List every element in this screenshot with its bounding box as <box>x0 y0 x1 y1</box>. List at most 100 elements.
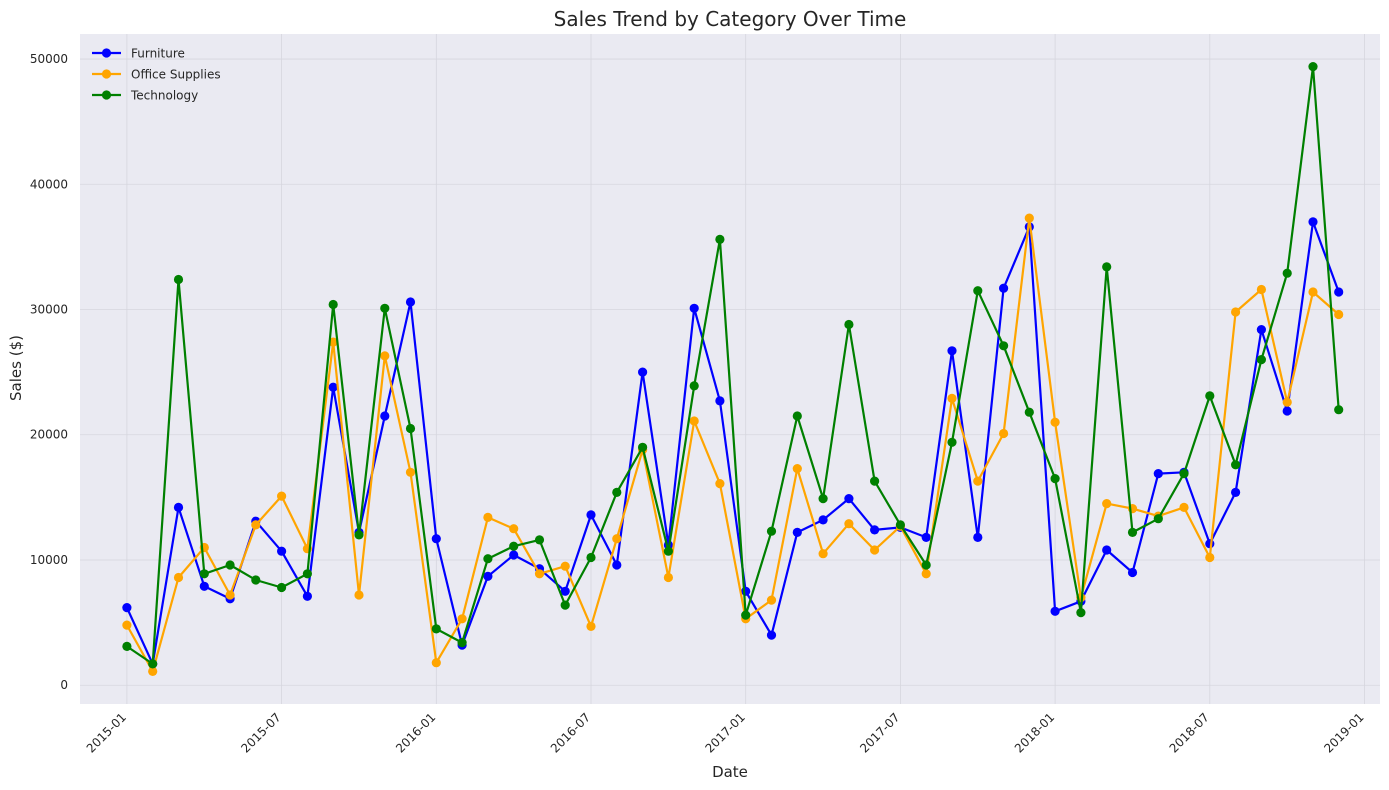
office-supplies-point <box>1334 309 1344 320</box>
office-supplies-point <box>560 561 570 571</box>
technology-point <box>1179 469 1189 479</box>
furniture-point <box>173 502 184 512</box>
office-supplies-point <box>1256 284 1266 295</box>
technology-point <box>1334 405 1344 415</box>
technology-point <box>1076 608 1086 618</box>
furniture-point <box>586 510 596 520</box>
technology-point <box>509 541 519 551</box>
y-tick-label: 20000 <box>30 428 68 442</box>
technology-point <box>251 575 261 585</box>
series-technology <box>122 62 1344 669</box>
technology-point <box>792 411 802 421</box>
furniture-line <box>125 220 1340 666</box>
y-tick-label: 0 <box>60 678 68 692</box>
furniture-point <box>483 571 493 581</box>
technology-line <box>126 65 1340 666</box>
office-supplies-point <box>534 569 545 579</box>
y-tick-label: 30000 <box>30 303 68 317</box>
furniture-point <box>844 494 854 504</box>
furniture-point <box>1127 567 1138 578</box>
office-supplies-point <box>663 572 674 583</box>
furniture-point <box>405 297 416 307</box>
series-layer <box>122 62 1344 677</box>
technology-point <box>689 381 699 391</box>
office-supplies-point <box>612 534 622 544</box>
y-tick-label: 10000 <box>30 553 68 567</box>
technology-point <box>483 554 493 564</box>
technology-point <box>1231 460 1241 470</box>
office-supplies-point <box>1179 502 1189 512</box>
furniture-point <box>792 527 802 538</box>
office-supplies-point <box>947 393 957 403</box>
legend-marker <box>101 69 112 79</box>
furniture-point <box>741 586 751 596</box>
technology-point <box>612 487 622 497</box>
technology-point <box>328 299 338 310</box>
furniture-point <box>999 283 1009 293</box>
office-supplies-point <box>973 476 983 486</box>
technology-point <box>534 535 545 545</box>
technology-point <box>586 552 596 563</box>
furniture-point <box>921 532 931 543</box>
furniture-point <box>277 546 287 556</box>
furniture-point <box>302 591 312 601</box>
technology-point <box>663 546 674 556</box>
legend-label: Furniture <box>131 47 185 61</box>
office-supplies-point <box>1231 307 1241 317</box>
furniture-point <box>328 382 338 392</box>
furniture-point <box>1102 545 1112 555</box>
technology-point <box>741 610 751 620</box>
chart-title: Sales Trend by Category Over Time <box>554 7 907 31</box>
office-supplies-point <box>225 590 235 600</box>
office-supplies-point <box>1102 499 1112 509</box>
furniture-point <box>560 586 570 596</box>
furniture-point <box>431 534 441 544</box>
office-supplies-point <box>457 614 467 624</box>
technology-point <box>354 530 364 540</box>
technology-point <box>1127 527 1138 538</box>
furniture-point <box>973 532 983 543</box>
furniture-point <box>818 515 828 525</box>
technology-point <box>277 582 287 593</box>
technology-point <box>638 442 648 452</box>
plot-area <box>80 34 1380 704</box>
furniture-point <box>509 550 519 560</box>
furniture-point <box>380 411 390 421</box>
legend-marker <box>101 48 112 58</box>
technology-point <box>1308 62 1318 72</box>
technology-point <box>380 303 390 313</box>
office-supplies-point <box>1205 552 1215 563</box>
furniture-point <box>612 560 622 570</box>
office-supplies-point <box>122 620 132 630</box>
technology-point <box>173 274 184 285</box>
furniture-point <box>715 396 725 406</box>
office-supplies-point <box>483 512 493 523</box>
office-supplies-point <box>921 569 931 579</box>
technology-point <box>199 569 209 579</box>
technology-point <box>1205 391 1215 401</box>
furniture-point <box>1205 539 1215 549</box>
office-supplies-point <box>380 351 390 361</box>
technology-point <box>870 476 880 486</box>
legend-marker <box>101 90 112 100</box>
technology-point <box>457 638 467 648</box>
technology-point <box>1024 407 1034 417</box>
technology-point <box>818 494 828 504</box>
office-supplies-point <box>277 491 287 501</box>
furniture-point <box>199 581 209 591</box>
technology-point <box>560 600 570 610</box>
technology-point <box>973 286 983 296</box>
technology-point <box>1256 355 1266 365</box>
office-supplies-point <box>431 658 441 668</box>
office-supplies-point <box>173 572 184 583</box>
furniture-point <box>1050 606 1060 616</box>
technology-point <box>947 437 957 447</box>
office-supplies-point <box>792 464 802 474</box>
furniture-point <box>122 603 132 613</box>
furniture-point <box>1231 487 1241 497</box>
technology-point <box>844 319 854 330</box>
technology-point <box>1153 514 1163 524</box>
technology-point <box>302 569 312 579</box>
legend-item-office-supplies: Office Supplies <box>92 68 221 82</box>
